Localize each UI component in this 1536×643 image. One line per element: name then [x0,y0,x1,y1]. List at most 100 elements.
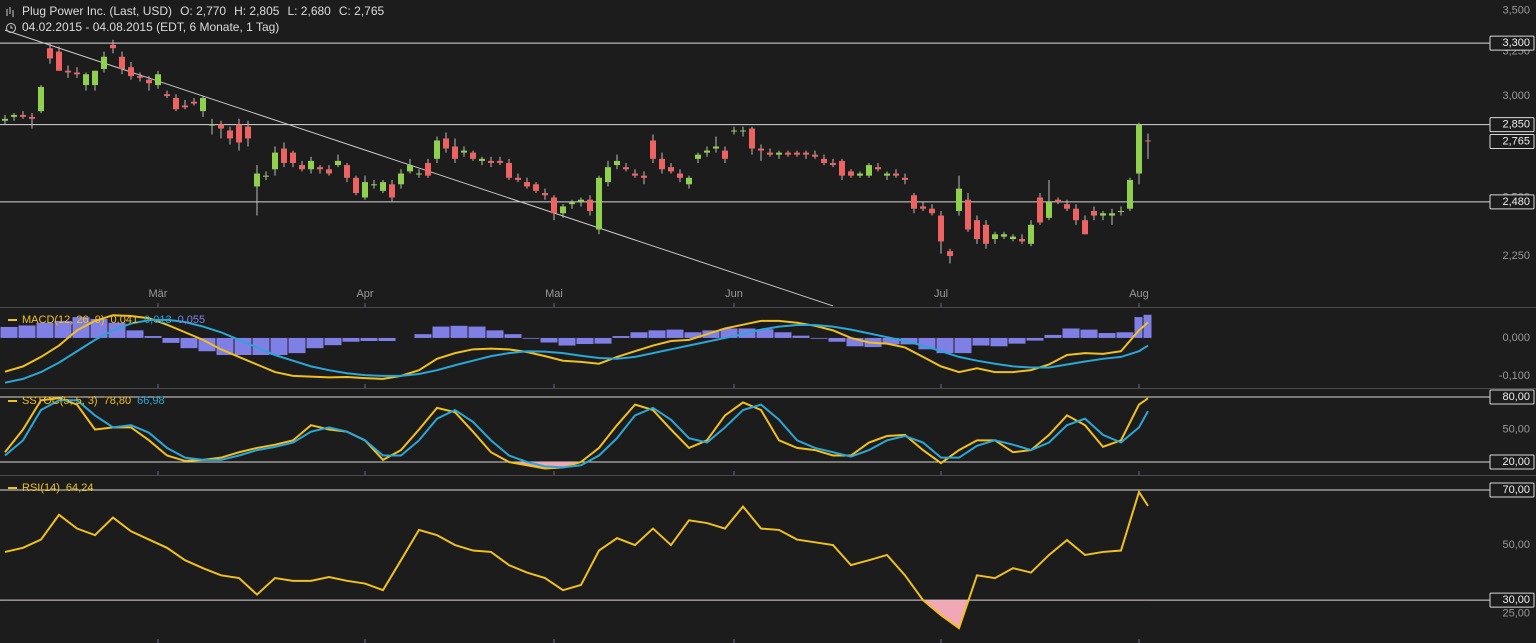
candle-body [182,105,188,108]
histogram-bar [486,330,504,338]
histogram-bar [630,332,648,338]
histogram-bar [882,337,900,345]
candle-body [371,184,377,186]
candle-body [920,206,926,209]
candle-body [470,152,476,159]
candle-body [29,116,35,119]
histogram-bar [90,318,108,338]
indicator-title: MACD(12, 26, 9) [22,314,105,326]
candle-body [317,167,323,170]
histogram-bar [1080,329,1098,338]
candle-body [983,224,989,244]
y-tick-label: 0,000 [1502,332,1530,344]
candle-body [731,130,737,132]
histogram-bar [756,329,774,338]
legend-value: 66,98 [137,395,165,407]
indicator-line [4,314,1149,380]
candle-body [443,138,449,149]
candle-body [938,215,944,242]
candle-body [704,150,710,153]
candle-body [1001,234,1007,237]
candle-body [1037,197,1043,223]
candle-body [479,158,485,161]
histogram-bar [774,332,792,338]
histogram-bar [1044,334,1062,338]
candle-body [686,177,692,185]
histogram-bar [414,334,432,338]
candle-body [1127,179,1133,209]
legend: SSTOC(5, 5, 3) 78,80 66,98 [22,395,165,407]
candle-body [812,154,818,157]
candle-body [398,173,404,185]
histogram-bar [126,330,144,338]
y-tick-label: 3,500 [1502,4,1530,16]
x-tick-label: Aug [1129,288,1149,300]
candle-body [20,114,26,117]
candle-body [749,128,755,149]
candle-body [191,101,197,104]
candle-body [263,175,269,177]
candle-body [362,182,368,198]
candle-body [947,251,953,257]
level-label: 30,00 [1502,594,1530,606]
histogram-bar [1143,314,1152,338]
level-box [1489,482,1535,498]
candle-body [101,56,107,69]
candle-body [155,74,161,86]
histogram-bar [234,337,252,356]
last-price-box [1489,133,1535,149]
low: L: 2,680 [287,4,331,18]
y-tick-label: 3,000 [1502,90,1530,102]
candle-body [209,124,215,126]
candle-body [173,97,179,110]
candle-body [839,160,845,176]
legend-value: 78,80 [104,395,132,407]
candle-body [965,199,971,230]
candle-body [893,173,899,176]
histogram-bar [1026,337,1044,341]
candle-body [668,167,674,172]
candle-body [875,167,881,170]
histogram-bar [720,328,738,338]
instrument: Plug Power Inc. (Last, USD) [22,4,172,18]
candle-body [1091,210,1097,216]
candle-body [65,70,71,73]
candle-body [299,165,305,170]
last-price-label: 2,765 [1502,135,1530,147]
level-box [1489,454,1535,470]
histogram-bar [612,336,630,338]
candle-body [227,130,233,139]
level-label: 70,00 [1502,484,1530,496]
level-box [1489,389,1535,405]
candle-body [515,177,521,180]
candle-body [1019,239,1025,242]
level-label: 2,850 [1502,119,1530,131]
histogram-bar [432,326,450,338]
histogram-bar [666,329,684,338]
histogram-bar [36,322,54,338]
open: O: 2,770 [180,4,226,18]
level-box [1489,194,1535,210]
candle-body [1064,204,1070,209]
histogram-bar [288,337,306,354]
indicator-title: RSI(14) [22,482,60,494]
level-label: 20,00 [1502,456,1530,468]
candle-body [1082,220,1088,235]
x-tick-label: Jul [934,288,948,300]
level-box [1489,35,1535,51]
x-tick-label: Mär [149,288,168,300]
legend-value: 0,055 [178,314,206,326]
candle-body [650,140,656,159]
legend: MACD(12, 26, 9) 0,041 0,013 0,055 [22,314,205,326]
candle-body [740,130,746,132]
histogram-bar [216,337,234,356]
y-tick-label: 50,00 [1502,423,1530,435]
histogram-bar [180,337,198,349]
candle-body [848,171,854,176]
candle-body [110,44,116,49]
histogram-bar [1134,317,1143,338]
candle-body [830,162,836,166]
histogram-bar [450,325,468,338]
candle-body [128,67,134,77]
candle-body [2,118,8,121]
